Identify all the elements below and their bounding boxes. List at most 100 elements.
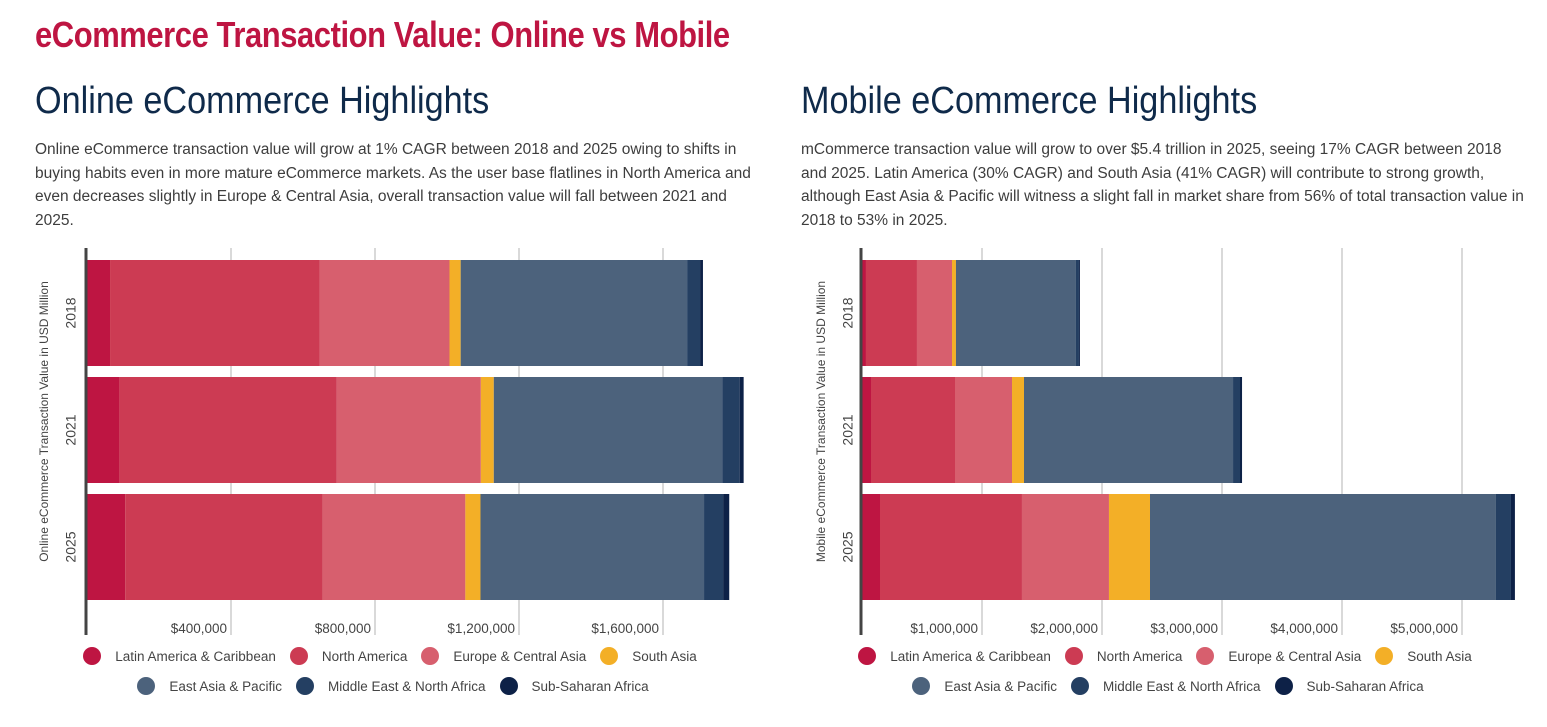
online-legend-item[interactable]: Europe & Central Asia (421, 647, 586, 665)
online-bar-segment (125, 494, 323, 600)
mobile-bar-segment (955, 377, 1012, 483)
mobile-bar-segment (1012, 377, 1024, 483)
online-bar-segment (319, 260, 450, 366)
legend-label: Europe & Central Asia (1228, 648, 1362, 664)
legend-label: Latin America & Caribbean (890, 648, 1051, 664)
online-x-tick-label: $400,000 (171, 621, 227, 636)
online-legend-item[interactable]: Sub-Saharan Africa (499, 677, 649, 695)
mobile-legend-item[interactable]: South Asia (1375, 647, 1472, 665)
legend-swatch-icon (858, 647, 877, 665)
mobile-legend-row-2: East Asia & Pacific Middle East & North A… (855, 671, 1475, 701)
mobile-x-tick-label: $3,000,000 (1150, 621, 1218, 636)
online-category-label: 2018 (63, 297, 79, 328)
online-bar-segment (465, 494, 481, 600)
mobile-legend-item[interactable]: East Asia & Pacific (912, 677, 1057, 695)
mobile-bar-segment (955, 260, 1076, 366)
online-bar-segment (480, 494, 705, 600)
online-y-axis-title: Online eCommerce Transaction Value in US… (37, 281, 51, 562)
mobile-bar-segment (1233, 377, 1240, 483)
online-bar-segment (722, 377, 740, 483)
legend-label: East Asia & Pacific (944, 678, 1057, 694)
mobile-bar-segment (1078, 260, 1080, 366)
online-x-tick-label: $800,000 (315, 621, 371, 636)
mobile-chart: 2018 2021 2025 $1,000,000 $2,000,000 $3,000,0… (814, 248, 1515, 636)
mobile-legend: Latin America & Caribbean North America Eu… (855, 641, 1475, 701)
online-legend-item[interactable]: East Asia & Pacific (137, 677, 282, 695)
online-bar-segment (700, 260, 703, 366)
mobile-section-title: Mobile eCommerce Highlights (801, 80, 1258, 122)
mobile-bar-segment (862, 260, 866, 366)
mobile-bar-segment (1075, 260, 1079, 366)
legend-swatch-icon (1064, 647, 1083, 665)
mobile-x-tick-label: $5,000,000 (1390, 621, 1458, 636)
online-section-title: Online eCommerce Highlights (35, 80, 490, 122)
mobile-bar-segment (871, 377, 955, 483)
page-title: eCommerce Transaction Value: Online vs M… (35, 14, 730, 55)
online-bar-segment (493, 377, 723, 483)
online-legend-item[interactable]: South Asia (600, 647, 697, 665)
mobile-bar-segment (1024, 377, 1234, 483)
online-category-label: 2021 (63, 414, 79, 445)
mobile-bar-segment (880, 494, 1022, 600)
legend-label: Europe & Central Asia (453, 648, 587, 664)
mobile-legend-row-1: Latin America & Caribbean North America Eu… (855, 641, 1475, 671)
online-section-text: Online eCommerce transaction value will … (35, 141, 751, 229)
online-legend-item[interactable]: North America (289, 647, 408, 665)
mobile-category-label: 2021 (840, 414, 856, 445)
mobile-bar-segment (862, 494, 880, 600)
mobile-legend-item[interactable]: North America (1064, 647, 1183, 665)
legend-swatch-icon (83, 647, 102, 665)
online-x-tick-label: $1,600,000 (591, 621, 659, 636)
online-legend-item[interactable]: Middle East & North Africa (295, 677, 486, 695)
online-bar-segment (704, 494, 724, 600)
legend-label: Sub-Saharan Africa (1306, 678, 1424, 694)
online-bar-segment (480, 377, 494, 483)
legend-swatch-icon (421, 647, 440, 665)
mobile-bar-segment (1150, 494, 1496, 600)
online-bar-segment (460, 260, 688, 366)
online-chart: 2018 2021 2025 $400,000 $800,000 $1,200,000 $1… (37, 248, 744, 636)
online-bar-segment (322, 494, 466, 600)
legend-swatch-icon (295, 677, 314, 695)
mobile-bar-segment (1240, 377, 1243, 483)
legend-label: Sub-Saharan Africa (531, 678, 649, 694)
legend-swatch-icon (137, 677, 156, 695)
mobile-bar-segment (952, 260, 956, 366)
online-legend-item[interactable]: Latin America & Caribbean (83, 647, 276, 665)
legend-swatch-icon (1375, 647, 1394, 665)
mobile-legend-item[interactable]: Sub-Saharan Africa (1274, 677, 1424, 695)
online-bar-segment (449, 260, 461, 366)
legend-swatch-icon (912, 677, 931, 695)
online-bar-segment (739, 377, 744, 483)
legend-label: Latin America & Caribbean (115, 648, 276, 664)
mobile-legend-item[interactable]: Middle East & North Africa (1070, 677, 1261, 695)
online-bar-segment (723, 494, 730, 600)
online-bar-segment (110, 260, 320, 366)
legend-swatch-icon (499, 677, 518, 695)
mobile-bar-segment (865, 260, 917, 366)
online-legend-row-2: East Asia & Pacific Middle East & North A… (80, 671, 700, 701)
mobile-legend-item[interactable]: Latin America & Caribbean (858, 647, 1051, 665)
legend-label: Middle East & North Africa (327, 678, 486, 694)
mobile-category-label: 2025 (840, 531, 856, 562)
online-bar-segment (87, 494, 126, 600)
mobile-category-label: 2018 (840, 297, 856, 328)
legend-label: North America (321, 648, 408, 664)
online-x-tick-label: $1,200,000 (447, 621, 515, 636)
mobile-legend-item[interactable]: Europe & Central Asia (1196, 647, 1361, 665)
legend-label: North America (1096, 648, 1183, 664)
mobile-bar-segment (1021, 494, 1109, 600)
mobile-bar-segment (1108, 494, 1150, 600)
legend-label: Middle East & North Africa (1102, 678, 1261, 694)
legend-swatch-icon (1274, 677, 1293, 695)
mobile-section-text: mCommerce transaction value will grow to… (801, 141, 1524, 229)
online-bar-segment (87, 377, 120, 483)
online-bar-segment (119, 377, 337, 483)
legend-swatch-icon (289, 647, 308, 665)
legend-label: East Asia & Pacific (169, 678, 282, 694)
legend-swatch-icon (1070, 677, 1089, 695)
mobile-bar-segment (1510, 494, 1515, 600)
mobile-y-axis-title: Mobile eCommerce Transaction Value in US… (814, 281, 828, 562)
legend-label: South Asia (1407, 648, 1472, 664)
